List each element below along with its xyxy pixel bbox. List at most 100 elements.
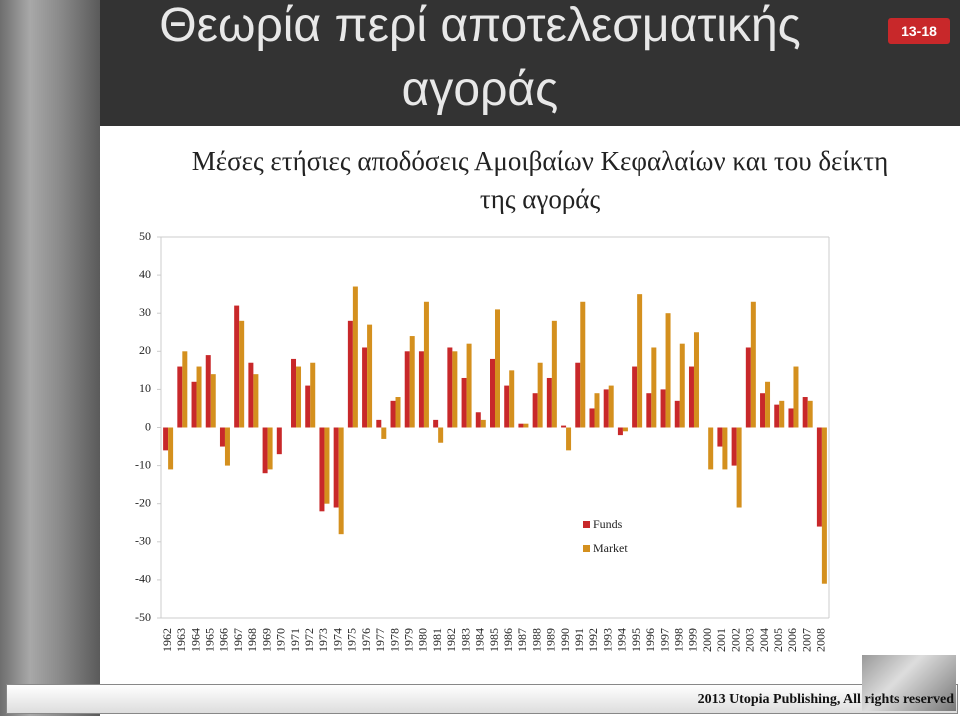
bar bbox=[466, 343, 472, 428]
x-tick-label: 1970 bbox=[274, 628, 288, 652]
x-tick-label: 1994 bbox=[615, 628, 629, 652]
footer-text: 2013 Utopia Publishing, All rights reser… bbox=[697, 692, 954, 707]
x-tick-label: 1974 bbox=[330, 628, 344, 652]
bar bbox=[589, 408, 595, 428]
bar bbox=[750, 301, 756, 428]
bar bbox=[224, 427, 230, 466]
bar bbox=[234, 305, 240, 428]
bar bbox=[395, 397, 401, 428]
bar bbox=[191, 381, 197, 428]
bar bbox=[679, 343, 685, 428]
bar bbox=[267, 427, 273, 470]
bar bbox=[546, 377, 552, 428]
bar bbox=[319, 427, 325, 512]
bar bbox=[409, 336, 415, 428]
x-tick-label: 1985 bbox=[487, 628, 501, 652]
bar bbox=[390, 400, 396, 428]
y-tick-label: -30 bbox=[135, 534, 151, 548]
bar bbox=[722, 427, 728, 470]
x-tick-label: 1982 bbox=[444, 628, 458, 652]
x-tick-label: 1978 bbox=[387, 628, 401, 652]
bar bbox=[774, 404, 780, 428]
x-tick-label: 2001 bbox=[714, 628, 728, 652]
bar bbox=[423, 301, 429, 428]
bar bbox=[168, 427, 174, 470]
x-tick-label: 1995 bbox=[629, 628, 643, 652]
y-tick-label: -50 bbox=[135, 610, 151, 624]
bar bbox=[532, 393, 538, 428]
x-tick-label: 2003 bbox=[743, 628, 757, 652]
bar bbox=[622, 427, 628, 432]
header-bar bbox=[100, 0, 960, 126]
bar bbox=[566, 427, 572, 451]
bar bbox=[433, 419, 439, 428]
bar bbox=[163, 427, 169, 451]
x-tick-label: 2008 bbox=[814, 628, 828, 652]
x-tick-label: 1983 bbox=[458, 628, 472, 652]
x-tick-label: 1967 bbox=[231, 628, 245, 652]
x-tick-label: 1969 bbox=[259, 628, 273, 652]
bar bbox=[674, 400, 680, 428]
bar bbox=[253, 374, 259, 428]
bar bbox=[821, 427, 827, 584]
bar bbox=[765, 381, 771, 428]
legend-label: Market bbox=[593, 541, 628, 555]
bar bbox=[438, 427, 444, 443]
bar bbox=[248, 362, 254, 428]
bar bbox=[475, 412, 481, 428]
legend-label: Funds bbox=[593, 517, 623, 531]
x-tick-label: 1975 bbox=[345, 628, 359, 652]
x-tick-label: 1964 bbox=[188, 628, 202, 652]
y-tick-label: 20 bbox=[139, 343, 151, 357]
y-tick-label: -20 bbox=[135, 495, 151, 509]
bar bbox=[731, 427, 737, 466]
bar bbox=[418, 351, 424, 428]
x-tick-label: 1991 bbox=[572, 628, 586, 652]
bar bbox=[816, 427, 822, 527]
x-tick-label: 1965 bbox=[202, 628, 216, 652]
bar bbox=[736, 427, 742, 508]
bar bbox=[509, 370, 515, 428]
x-tick-label: 2006 bbox=[785, 628, 799, 652]
bar bbox=[219, 427, 225, 447]
bar bbox=[594, 393, 600, 428]
footer-image bbox=[862, 655, 956, 711]
x-tick-label: 1963 bbox=[174, 628, 188, 652]
bar bbox=[291, 358, 297, 428]
bar bbox=[381, 427, 387, 439]
x-tick-label: 1998 bbox=[672, 628, 686, 652]
y-tick-label: -10 bbox=[135, 457, 151, 471]
bar bbox=[802, 397, 808, 428]
x-tick-label: 1999 bbox=[686, 628, 700, 652]
x-tick-label: 1980 bbox=[416, 628, 430, 652]
bar bbox=[580, 301, 586, 428]
bar bbox=[760, 393, 766, 428]
x-tick-label: 1990 bbox=[558, 628, 572, 652]
bar bbox=[182, 351, 188, 428]
x-tick-label: 1972 bbox=[302, 628, 316, 652]
x-tick-label: 1966 bbox=[217, 628, 231, 652]
bar bbox=[447, 347, 453, 428]
y-tick-label: 0 bbox=[145, 419, 151, 433]
x-tick-label: 2005 bbox=[771, 628, 785, 652]
bar bbox=[745, 347, 751, 428]
x-tick-label: 2007 bbox=[799, 628, 813, 652]
bar bbox=[362, 347, 368, 428]
bar bbox=[210, 374, 216, 428]
bar bbox=[651, 347, 657, 428]
bar bbox=[807, 400, 813, 428]
bar bbox=[376, 419, 382, 428]
bar bbox=[561, 425, 567, 428]
x-tick-label: 1968 bbox=[245, 628, 259, 652]
bar bbox=[452, 351, 458, 428]
x-tick-label: 1962 bbox=[160, 628, 174, 652]
x-tick-label: 2002 bbox=[728, 628, 742, 652]
legend-swatch bbox=[583, 545, 590, 552]
side-strip bbox=[0, 0, 100, 716]
bar bbox=[296, 366, 302, 428]
x-tick-label: 2004 bbox=[757, 628, 771, 652]
legend-swatch bbox=[583, 521, 590, 528]
x-tick-label: 2000 bbox=[700, 628, 714, 652]
bar bbox=[788, 408, 794, 428]
